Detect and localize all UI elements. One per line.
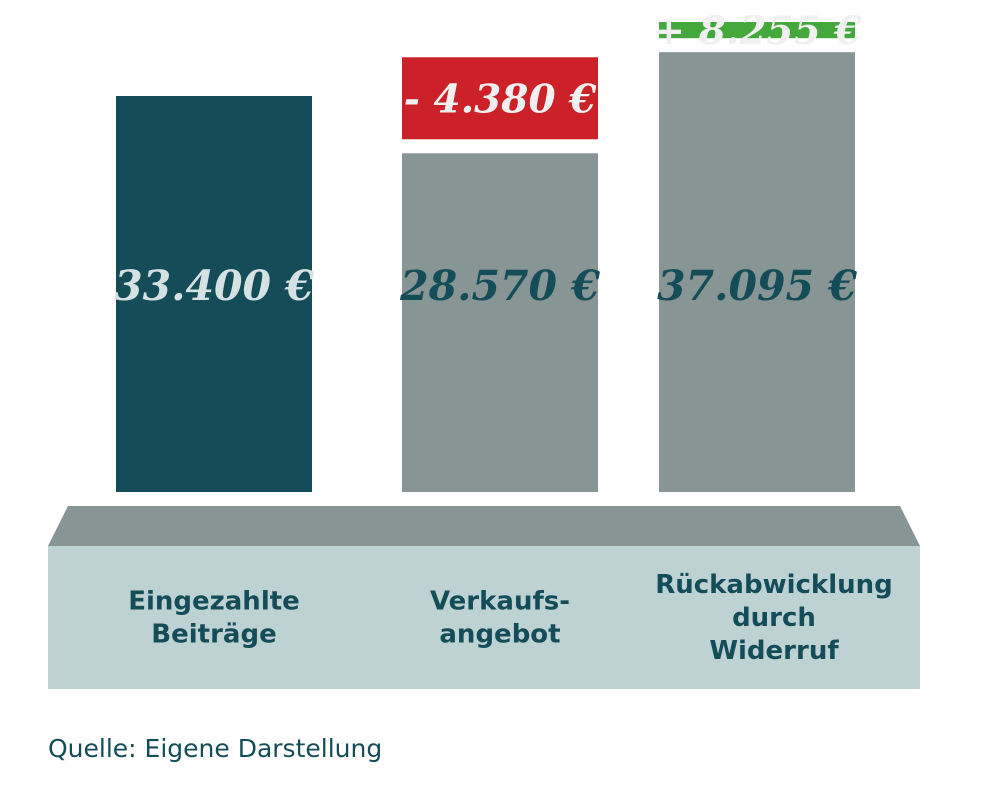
source-note: Quelle: Eigene Darstellung [48,734,383,763]
bar-value-label-2: 37.095 € [657,262,857,310]
difference-box-0 [402,57,598,140]
category-label-0-line-1: Beiträge [151,620,276,650]
category-label-0-line-0: Eingezahlte [128,587,300,617]
base-top [48,506,920,546]
base-front [48,546,920,689]
bar-0 [116,96,312,492]
category-label-2-line-0: Rückabwicklung [655,570,893,600]
category-label-1-line-0: Verkaufs- [430,587,570,617]
difference-box-1 [659,22,855,39]
bar-1 [402,153,598,492]
category-label-2-line-1: durch [732,603,816,633]
category-label-2-line-2: Widerruf [709,636,839,666]
difference-label-0: - 4.380 € [404,76,597,122]
bar-value-label-1: 28.570 € [399,262,600,310]
category-label-1-line-1: angebot [439,620,560,650]
difference-label-1: + 8.255 € [652,8,862,54]
bar-value-label-0: 33.400 € [114,262,314,310]
bar-2 [659,52,855,493]
